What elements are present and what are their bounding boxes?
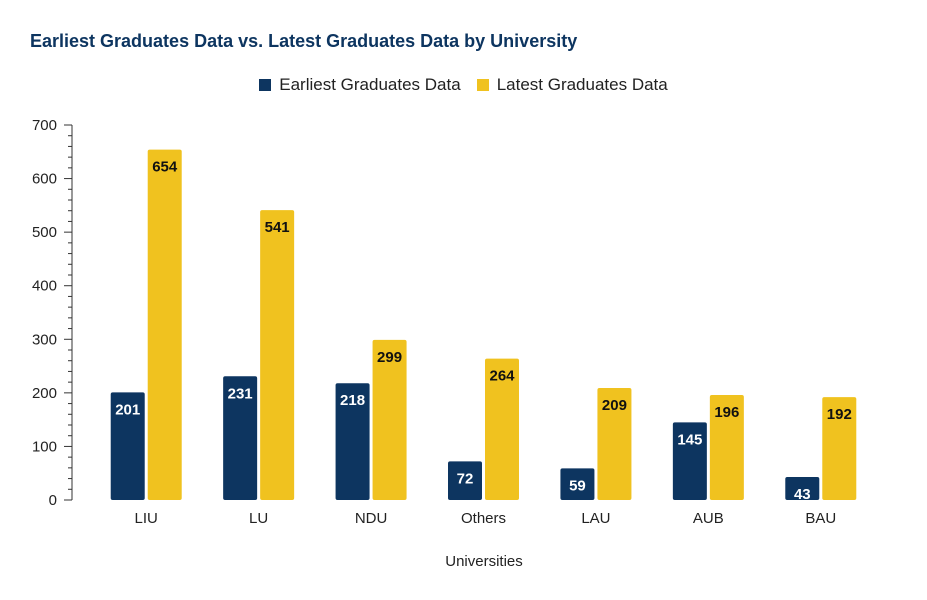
bar-value-label: 196 (714, 404, 739, 421)
y-tick-label: 600 (32, 171, 57, 188)
bars-group: 201 654 231 541 218 299 72 264 59 209 145 196 43 192 (110, 149, 857, 503)
bar-others-latest[interactable] (485, 358, 519, 500)
bar-lau-earliest[interactable] (560, 468, 595, 500)
y-tick-label: 400 (32, 278, 57, 295)
y-tick-label: 200 (32, 385, 57, 402)
legend-item-latest: Latest Graduates Data (476, 75, 668, 95)
bar-lu-earliest[interactable] (223, 376, 258, 500)
legend-label-earliest: Earliest Graduates Data (279, 75, 461, 94)
y-tick-label: 300 (32, 331, 57, 348)
bar-value-label: 541 (265, 219, 290, 236)
bar-liu-earliest[interactable] (110, 392, 145, 500)
bar-ndu-latest[interactable] (372, 339, 407, 500)
x-tick-label: BAU (805, 510, 836, 527)
legend-item-earliest: Earliest Graduates Data (259, 75, 461, 95)
bar-value-label: 264 (489, 368, 515, 385)
legend-label-latest: Latest Graduates Data (496, 75, 668, 94)
bar-ndu-earliest[interactable] (335, 383, 370, 500)
bar-value-label: 654 (152, 159, 178, 176)
bar-others-earliest[interactable] (448, 461, 482, 500)
x-tick-label: LAU (581, 510, 610, 527)
y-tick-label: 700 (32, 117, 57, 134)
bar-value-label: 218 (340, 392, 365, 409)
y-tick-label: 100 (32, 438, 57, 455)
x-axis: LIU LU NDU Others LAU AUB BAU (135, 510, 837, 527)
bar-bau-earliest[interactable] (785, 476, 820, 500)
chart-title: Earliest Graduates Data vs. Latest Gradu… (30, 31, 578, 51)
bar-value-label: 201 (115, 401, 140, 418)
bar-value-label: 59 (569, 477, 586, 494)
chart-legend: Earliest Graduates Data Latest Graduates… (0, 75, 927, 95)
bar-lau-latest[interactable] (597, 388, 632, 500)
x-tick-label: Others (461, 510, 506, 527)
bar-aub-earliest[interactable] (672, 422, 707, 500)
bar-value-label: 231 (228, 385, 253, 402)
bar-lu-latest[interactable] (260, 210, 295, 500)
bar-value-label: 192 (827, 406, 852, 423)
x-axis-title: Universities (445, 553, 523, 570)
x-tick-label: LIU (135, 510, 158, 527)
legend-swatch-earliest (259, 79, 272, 91)
x-tick-label: AUB (693, 510, 724, 527)
bar-liu-latest[interactable] (147, 149, 182, 500)
x-tick-label: LU (249, 510, 268, 527)
bar-value-label: 43 (794, 486, 811, 503)
bar-bau-latest[interactable] (822, 397, 857, 500)
bar-value-label: 145 (677, 431, 702, 448)
bar-value-label: 72 (457, 470, 474, 487)
legend-swatch-latest (476, 79, 489, 91)
y-axis: 0 100 200 300 400 500 600 700 (32, 117, 73, 509)
bar-value-label: 299 (377, 349, 402, 366)
y-tick-label: 500 (32, 224, 57, 241)
y-tick-label: 0 (49, 492, 57, 509)
x-tick-label: NDU (355, 510, 388, 527)
bar-value-label: 209 (602, 397, 627, 414)
bar-aub-latest[interactable] (709, 395, 744, 500)
